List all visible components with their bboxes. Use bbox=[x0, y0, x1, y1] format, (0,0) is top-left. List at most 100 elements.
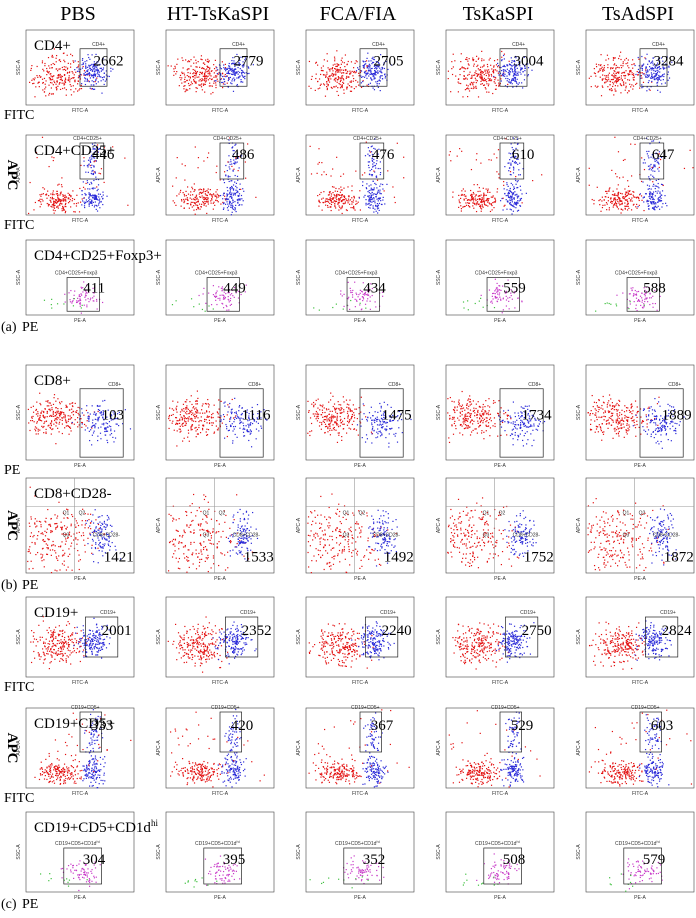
x-channel-label: PE bbox=[22, 320, 38, 335]
event-dot bbox=[487, 66, 489, 68]
event-dot bbox=[31, 417, 33, 419]
event-dot bbox=[74, 211, 76, 213]
event-dot bbox=[106, 439, 108, 442]
event-dot bbox=[226, 193, 228, 195]
event-dot bbox=[491, 209, 493, 211]
event-dot bbox=[85, 63, 87, 65]
event-dot bbox=[648, 205, 650, 207]
event-dot bbox=[480, 201, 482, 203]
event-dot bbox=[105, 428, 107, 430]
event-dot bbox=[610, 200, 613, 203]
event-dot bbox=[201, 78, 203, 80]
event-dot bbox=[87, 54, 89, 56]
event-dot bbox=[327, 83, 329, 86]
event-dot bbox=[340, 72, 343, 74]
event-dot bbox=[476, 75, 478, 77]
event-dot bbox=[362, 298, 365, 300]
event-dot bbox=[205, 80, 208, 82]
event-dot bbox=[524, 65, 526, 67]
event-dot bbox=[607, 190, 610, 192]
event-dot bbox=[199, 78, 201, 81]
event-dot bbox=[179, 411, 182, 413]
event-dot bbox=[100, 67, 102, 69]
event-dot bbox=[247, 430, 249, 433]
event-dot bbox=[607, 64, 609, 66]
event-dot bbox=[643, 209, 645, 212]
event-dot bbox=[637, 56, 639, 59]
event-dot bbox=[79, 88, 81, 90]
event-dot bbox=[481, 205, 483, 207]
event-dot bbox=[600, 54, 602, 56]
event-dot bbox=[506, 189, 508, 191]
event-dot bbox=[78, 89, 80, 91]
event-dot bbox=[501, 56, 503, 58]
event-dot bbox=[624, 193, 627, 195]
event-dot bbox=[183, 437, 185, 439]
event-dot bbox=[624, 195, 627, 197]
event-dot bbox=[43, 410, 45, 413]
event-dot bbox=[219, 297, 221, 299]
event-dot bbox=[647, 155, 649, 157]
event-dot bbox=[648, 188, 650, 190]
event-dot bbox=[342, 81, 344, 83]
event-dot bbox=[46, 416, 48, 418]
event-dot bbox=[648, 80, 650, 82]
event-dot bbox=[598, 70, 600, 72]
event-dot bbox=[64, 210, 67, 212]
event-dot bbox=[658, 77, 660, 79]
event-dot bbox=[655, 153, 657, 155]
event-dot bbox=[370, 195, 372, 198]
event-dot bbox=[615, 204, 617, 206]
event-dot bbox=[189, 194, 192, 196]
event-dot bbox=[658, 151, 661, 153]
event-dot bbox=[193, 72, 195, 74]
event-dot bbox=[658, 187, 660, 189]
event-dot bbox=[53, 157, 55, 159]
event-dot bbox=[627, 193, 630, 195]
event-dot bbox=[637, 299, 640, 301]
event-dot bbox=[106, 423, 109, 425]
event-dot bbox=[331, 72, 333, 75]
event-dot bbox=[235, 411, 237, 413]
event-dot bbox=[87, 415, 89, 418]
event-dot bbox=[54, 204, 56, 207]
event-dot bbox=[212, 294, 215, 296]
y-channel-label: APC bbox=[4, 160, 20, 191]
event-dot bbox=[350, 86, 352, 88]
event-dot bbox=[89, 157, 91, 159]
event-dot bbox=[224, 83, 226, 85]
event-dot bbox=[521, 202, 523, 204]
event-dot bbox=[91, 143, 94, 145]
event-dot bbox=[377, 191, 379, 193]
event-dot bbox=[377, 200, 379, 202]
event-dot bbox=[83, 164, 85, 167]
event-dot bbox=[240, 81, 242, 83]
event-dot bbox=[478, 194, 480, 197]
event-dot bbox=[512, 192, 514, 195]
event-dot bbox=[201, 71, 203, 73]
event-dot bbox=[343, 72, 345, 74]
event-dot bbox=[196, 66, 198, 68]
event-dot bbox=[69, 79, 71, 81]
event-dot bbox=[228, 62, 230, 65]
event-dot bbox=[54, 81, 56, 84]
event-dot bbox=[52, 428, 54, 430]
event-dot bbox=[481, 83, 483, 85]
event-dot bbox=[90, 201, 92, 203]
event-dot bbox=[194, 69, 196, 71]
gate-label-text: CD4+CD25+ bbox=[493, 136, 522, 142]
event-dot bbox=[474, 74, 476, 76]
event-dot bbox=[202, 412, 204, 414]
event-dot bbox=[518, 82, 520, 84]
event-dot bbox=[618, 197, 620, 199]
event-dot bbox=[60, 191, 62, 193]
event-dot bbox=[653, 164, 655, 166]
event-dot bbox=[35, 433, 37, 435]
event-dot bbox=[656, 69, 658, 72]
event-dot bbox=[513, 292, 515, 294]
event-dot bbox=[519, 205, 522, 207]
event-dot bbox=[50, 75, 52, 77]
event-dot bbox=[650, 77, 652, 79]
event-dot bbox=[50, 421, 53, 423]
event-dot bbox=[212, 285, 214, 287]
